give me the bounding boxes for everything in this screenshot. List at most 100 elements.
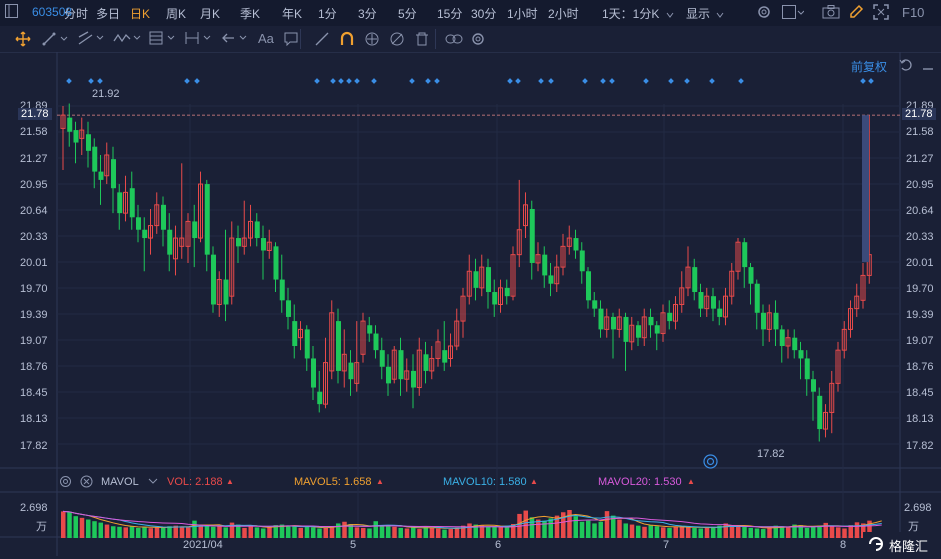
undo-icon[interactable] xyxy=(899,58,913,75)
hide-drawing-icon[interactable] xyxy=(389,31,405,50)
lock-drawing-icon[interactable] xyxy=(364,31,380,50)
volume-bar xyxy=(73,516,78,538)
period-tab[interactable]: 2小时 xyxy=(548,7,579,21)
crosshair-move-icon[interactable] xyxy=(14,31,32,50)
measure-tool-icon[interactable] xyxy=(185,31,213,48)
period-tab[interactable]: 5分 xyxy=(398,7,417,21)
volume-bar xyxy=(748,527,753,538)
date-tick-label: 6 xyxy=(495,539,502,551)
candle-body xyxy=(516,229,522,256)
magnet-icon[interactable] xyxy=(339,31,355,50)
period-tab[interactable]: 季K xyxy=(240,7,261,21)
period-tab[interactable]: 1天：1分K xyxy=(602,7,660,21)
settings-icon[interactable] xyxy=(756,4,772,23)
stock-code[interactable]: 603508 xyxy=(32,5,73,19)
volume-bar xyxy=(104,524,110,538)
period-tab[interactable]: 年K xyxy=(282,7,303,21)
minimize-icon[interactable] xyxy=(921,58,935,75)
candle-body xyxy=(854,295,860,310)
event-marker xyxy=(709,78,715,84)
indicator-settings-icon[interactable] xyxy=(59,475,72,491)
channel-tool-icon[interactable] xyxy=(78,31,106,48)
volume-max-left: 2.698 xyxy=(20,502,48,514)
arrow-tool-icon[interactable] xyxy=(221,31,249,48)
line-tool-icon[interactable] xyxy=(42,32,70,49)
volume-bar xyxy=(461,525,466,538)
volume-bar xyxy=(504,525,510,538)
mavol20-line xyxy=(62,510,882,528)
volume-bar xyxy=(273,525,278,538)
kline-chart-area[interactable] xyxy=(0,52,941,556)
candle-body xyxy=(679,287,685,305)
volume-bar xyxy=(248,526,253,538)
candle-body xyxy=(298,328,303,339)
price-tick-label: 20.01 xyxy=(20,257,48,269)
period-tab[interactable]: 多日 xyxy=(96,7,121,21)
event-marker xyxy=(425,78,431,84)
period-tab[interactable]: 月K xyxy=(200,7,221,21)
pencil-icon[interactable] xyxy=(848,4,864,23)
event-marker xyxy=(684,78,690,84)
f10-button[interactable]: F10 xyxy=(902,5,925,20)
candle-body xyxy=(348,362,354,380)
candle-body xyxy=(766,312,772,330)
candle-body xyxy=(560,245,566,268)
dropdown-chevron-icon[interactable] xyxy=(716,8,724,22)
price-tick-label: 19.70 xyxy=(20,283,48,295)
candle-body xyxy=(817,395,823,430)
candle-body xyxy=(229,237,235,297)
price-tick-label: 20.33 xyxy=(906,231,934,243)
comment-tool-icon[interactable] xyxy=(284,32,298,49)
wave-tool-icon[interactable] xyxy=(113,31,143,48)
volume-bar xyxy=(779,526,785,538)
indicator-close-icon[interactable] xyxy=(80,475,93,491)
period-tab[interactable]: 显示 xyxy=(686,7,711,21)
restore-right-button[interactable]: 前复权 xyxy=(851,60,888,74)
ruler-icon[interactable] xyxy=(315,32,329,49)
candle-body xyxy=(386,366,391,384)
volume-bar xyxy=(661,527,666,538)
candle-body xyxy=(866,254,872,276)
gear-icon[interactable] xyxy=(470,31,486,50)
candle-body xyxy=(92,146,98,172)
camera-icon[interactable] xyxy=(822,5,840,22)
period-tab[interactable]: 周K xyxy=(166,7,187,21)
kline-svg[interactable] xyxy=(0,52,941,556)
period-tab[interactable]: 1分 xyxy=(318,7,337,21)
indicator-dropdown-icon[interactable] xyxy=(148,476,158,489)
period-tab[interactable]: 日K xyxy=(130,7,151,21)
period-tab[interactable]: 分时 xyxy=(64,7,89,21)
period-tab[interactable]: 1小时 xyxy=(507,7,538,21)
panel-toggle-icon[interactable] xyxy=(5,4,18,21)
volume-bar xyxy=(786,526,791,538)
period-tab[interactable]: 15分 xyxy=(437,7,463,21)
candle-body xyxy=(592,300,598,309)
link-icon[interactable] xyxy=(445,32,463,49)
text-tool-button[interactable]: Aa xyxy=(258,31,274,46)
volume-bar xyxy=(111,526,116,538)
candle-body xyxy=(535,254,541,264)
dropdown-chevron-icon[interactable] xyxy=(666,8,674,22)
event-marker xyxy=(346,78,352,84)
fullscreen-icon[interactable] xyxy=(873,4,889,23)
period-tab[interactable]: 3分 xyxy=(358,7,377,21)
checkbox-icon[interactable] xyxy=(782,5,805,22)
period-tab[interactable]: 30分 xyxy=(471,7,497,21)
event-marker xyxy=(371,78,377,84)
date-tick-label: 8 xyxy=(840,539,847,551)
volume-bar xyxy=(798,525,803,538)
volume-bar xyxy=(123,527,128,538)
delete-icon[interactable] xyxy=(414,31,430,50)
candle-body xyxy=(829,382,835,413)
top-toolbar: 603508 分时 多日 日K 周K 月K 季K 年K 1分 3分 5分 15分 30分 1小时 2小时 1… xyxy=(0,0,941,27)
price-tick-label: 19.70 xyxy=(906,283,934,295)
candle-body xyxy=(266,241,272,252)
volume-bar xyxy=(604,511,610,538)
volume-bar xyxy=(398,527,403,538)
candle-body xyxy=(667,312,673,322)
q-marker-icon[interactable] xyxy=(703,454,718,472)
volume-bar xyxy=(761,529,766,538)
indicator-name[interactable]: MAVOL xyxy=(101,476,139,488)
fibonacci-tool-icon[interactable] xyxy=(149,31,177,48)
candle-body xyxy=(354,362,360,384)
